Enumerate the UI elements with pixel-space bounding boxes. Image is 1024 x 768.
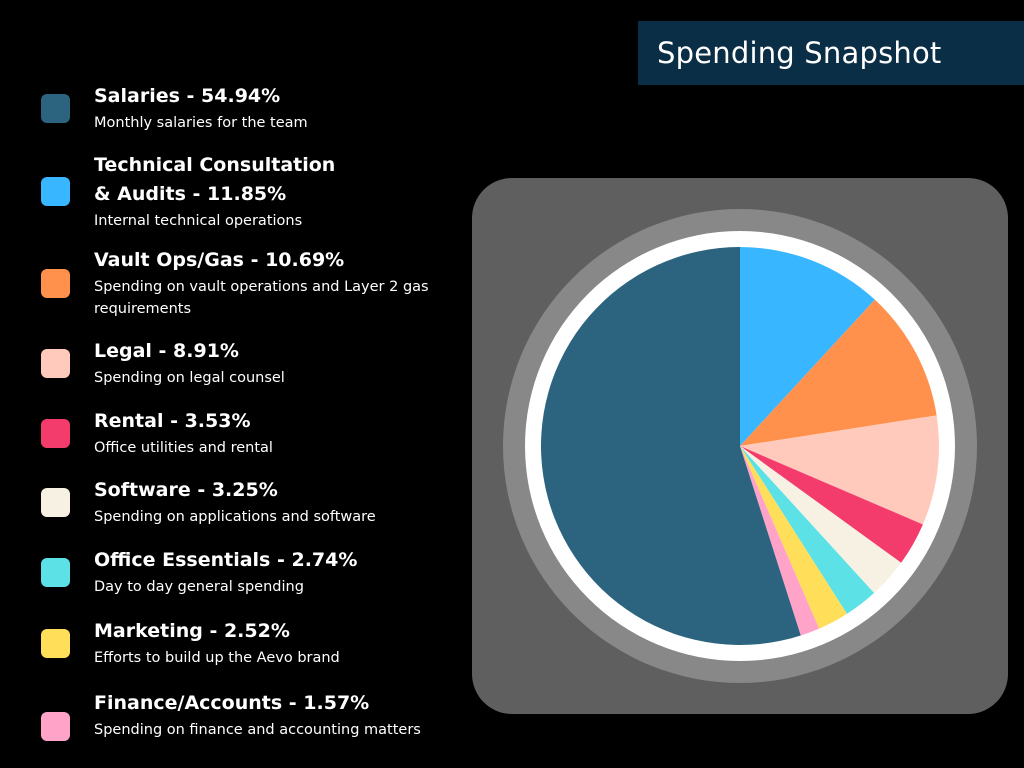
legend-description: Day to day general spending: [94, 579, 304, 595]
legend-swatch: [41, 629, 70, 658]
pie-slice-technical-consultation-audits: [740, 247, 875, 446]
legend-text: Vault Ops/Gas - 10.69% Spending on vault …: [94, 246, 454, 320]
pie-slice-legal: [740, 415, 940, 525]
pie-slices: [540, 247, 940, 645]
legend-swatch: [41, 419, 70, 448]
legend-swatch: [41, 269, 70, 298]
legend-label: Legal - 8.91%: [94, 340, 239, 362]
legend-label: Office Essentials - 2.74%: [94, 549, 358, 571]
legend-label: Software - 3.25%: [94, 479, 278, 501]
legend-description: Spending on applications and software: [94, 509, 376, 525]
legend-label: & Audits - 11.85%: [94, 183, 287, 205]
pie-slice-vault-ops-gas: [740, 299, 937, 446]
legend-text: Technical Consultation & Audits - 11.85% I…: [94, 151, 454, 232]
pie-slice-rental: [740, 446, 923, 563]
legend-text: Software - 3.25% Spending on applications…: [94, 476, 454, 528]
pie-chart: [503, 209, 977, 683]
legend-text: Marketing - 2.52% Efforts to build up the…: [94, 617, 454, 669]
legend-description: Office utilities and rental: [94, 440, 273, 456]
page-title: Spending Snapshot: [657, 36, 942, 70]
legend-description: Spending on legal counsel: [94, 370, 285, 386]
legend-swatch: [41, 94, 70, 123]
legend-label: Rental - 3.53%: [94, 410, 251, 432]
title-banner: Spending Snapshot: [638, 21, 1024, 85]
legend-swatch: [41, 558, 70, 587]
legend-label: Finance/Accounts - 1.57%: [94, 692, 370, 714]
legend-description: Internal technical operations: [94, 213, 303, 229]
legend-description: Spending on finance and accounting matte…: [94, 722, 421, 738]
legend-text: Salaries - 54.94% Monthly salaries for th…: [94, 82, 454, 134]
legend-text: Office Essentials - 2.74% Day to day gene…: [94, 546, 454, 598]
legend-swatch: [41, 488, 70, 517]
legend-label: Vault Ops/Gas - 10.69%: [94, 249, 345, 271]
legend-label: Marketing - 2.52%: [94, 620, 290, 642]
chart-panel: [472, 178, 1008, 714]
legend-description: Monthly salaries for the team: [94, 115, 308, 131]
pie-slice-finance-accounts: [740, 446, 820, 636]
legend-swatch: [41, 177, 70, 206]
pie-slice-salaries: [540, 247, 801, 645]
legend-label: Salaries - 54.94%: [94, 85, 281, 107]
pie-slice-marketing: [740, 446, 847, 629]
pie-slice-software: [740, 446, 902, 594]
legend-text: Finance/Accounts - 1.57% Spending on fina…: [94, 689, 454, 741]
legend-text: Rental - 3.53% Office utilities and renta…: [94, 407, 454, 459]
legend-swatch: [41, 349, 70, 378]
legend-description: Efforts to build up the Aevo brand: [94, 650, 340, 666]
legend-description: Spending on vault operations and Layer 2…: [94, 279, 429, 317]
legend-text: Legal - 8.91% Spending on legal counsel: [94, 337, 454, 389]
pie-slice-office-essentials: [740, 446, 875, 614]
legend-swatch: [41, 712, 70, 741]
legend-label: Technical Consultation: [94, 154, 336, 176]
